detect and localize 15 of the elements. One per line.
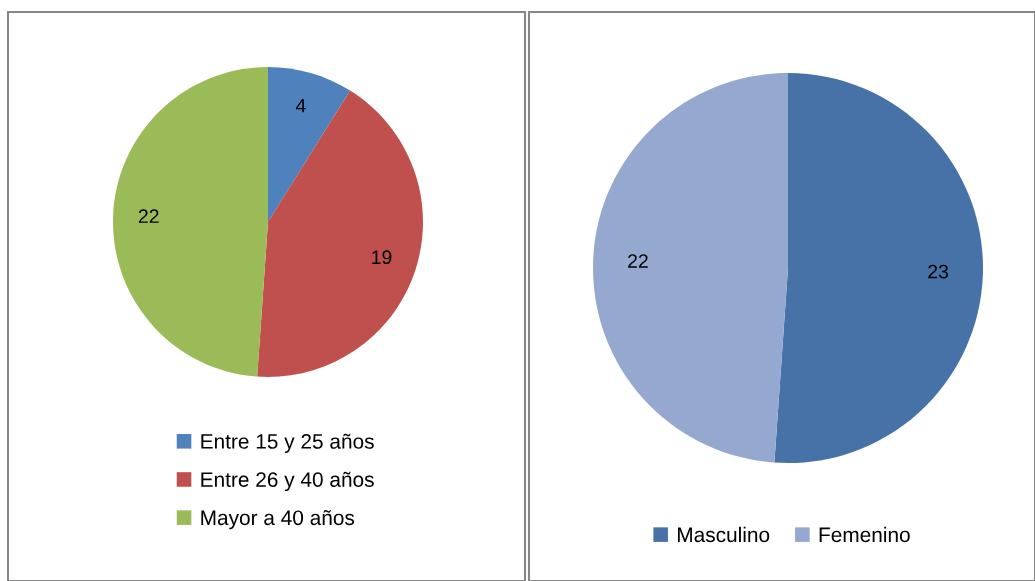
pie-slice: [257, 90, 423, 377]
pie-slice: [593, 73, 788, 463]
legend-label: Femenino: [819, 526, 910, 543]
legend-label: Masculino: [678, 526, 770, 543]
data-label: 19: [372, 250, 392, 265]
pie-slice: [268, 67, 351, 222]
data-label: 22: [628, 254, 648, 268]
data-label: 23: [928, 264, 949, 279]
pie-slice: [113, 67, 268, 377]
legend-label: Entre 15 y 25 años: [201, 433, 374, 453]
data-label: 4: [295, 98, 306, 113]
pie-slice: [774, 73, 983, 463]
data-label: 22: [138, 209, 159, 223]
legend-label: Entre 26 y 40 años: [201, 471, 374, 492]
legend-label: Mayor a 40 años: [201, 509, 355, 530]
